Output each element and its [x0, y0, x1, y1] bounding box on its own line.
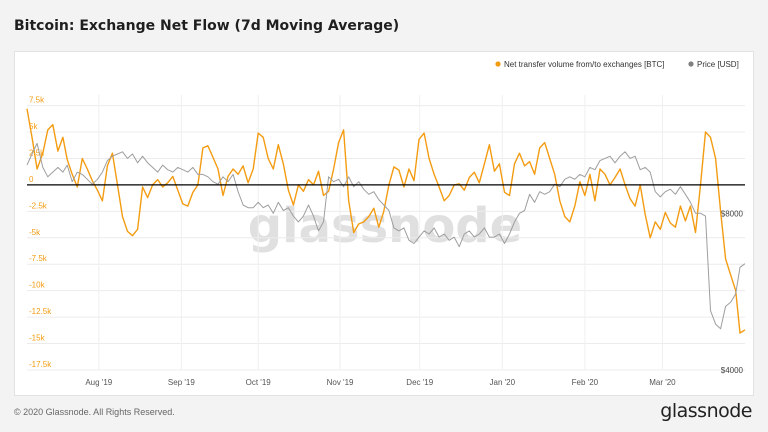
y-left-tick-label: -7.5k: [29, 254, 48, 263]
y-left-tick-label: -5k: [29, 228, 41, 237]
x-tick-label: Nov '19: [327, 378, 354, 387]
x-tick-label: Feb '20: [572, 378, 599, 387]
y-axis-left: 7.5k 5k 2.5k 0 -2.5k -5k -7.5k -10k -12.5k -15k -1…: [29, 96, 52, 369]
x-tick-label: Sep '19: [168, 378, 195, 387]
footer-copyright: © 2020 Glassnode. All Rights Reserved.: [14, 407, 175, 417]
y-right-tick-label: $4000: [721, 366, 744, 375]
y-left-tick-label: -10k: [29, 281, 46, 290]
glassnode-logo[interactable]: glassnode: [660, 400, 752, 422]
y-left-tick-label: 2.5k: [29, 148, 45, 157]
legend-entry[interactable]: Net transfer volume from/to exchanges [B…: [504, 60, 665, 69]
legend: Net transfer volume from/to exchanges [B…: [495, 60, 739, 69]
legend-swatch: [495, 61, 501, 67]
series-line-netflow: [26, 108, 746, 334]
x-tick-label: Oct '19: [246, 378, 272, 387]
x-tick-label: Aug '19: [85, 378, 112, 387]
x-tick-label: Mar '20: [649, 378, 676, 387]
grid: [27, 95, 745, 371]
y-left-tick-label: 0: [29, 175, 34, 184]
y-left-tick-label: -12.5k: [29, 307, 52, 316]
chart-card: glassnode Net transfer volume from/to ex…: [14, 51, 754, 396]
legend-swatch: [688, 61, 694, 67]
x-axis: Aug '19 Sep '19 Oct '19 Nov '19 Dec '19 Jan '…: [85, 378, 676, 387]
y-left-tick-label: 7.5k: [29, 96, 45, 105]
y-left-tick-label: -15k: [29, 334, 46, 343]
series-layer: [26, 108, 746, 334]
chart-svg: glassnode Net transfer volume from/to ex…: [26, 60, 746, 387]
legend-entry[interactable]: Price [USD]: [697, 60, 739, 69]
y-left-tick-label: -17.5k: [29, 360, 52, 369]
x-tick-label: Dec '19: [406, 378, 433, 387]
x-tick-label: Jan '20: [490, 378, 516, 387]
y-right-tick-label: $8000: [721, 209, 744, 218]
y-left-tick-label: 5k: [29, 122, 38, 131]
y-left-tick-label: -2.5k: [29, 201, 48, 210]
chart-title: Bitcoin: Exchange Net Flow (7d Moving Av…: [14, 18, 400, 34]
y-axis-right: $8000 $4000: [721, 209, 744, 375]
series-line-price: [26, 142, 746, 330]
